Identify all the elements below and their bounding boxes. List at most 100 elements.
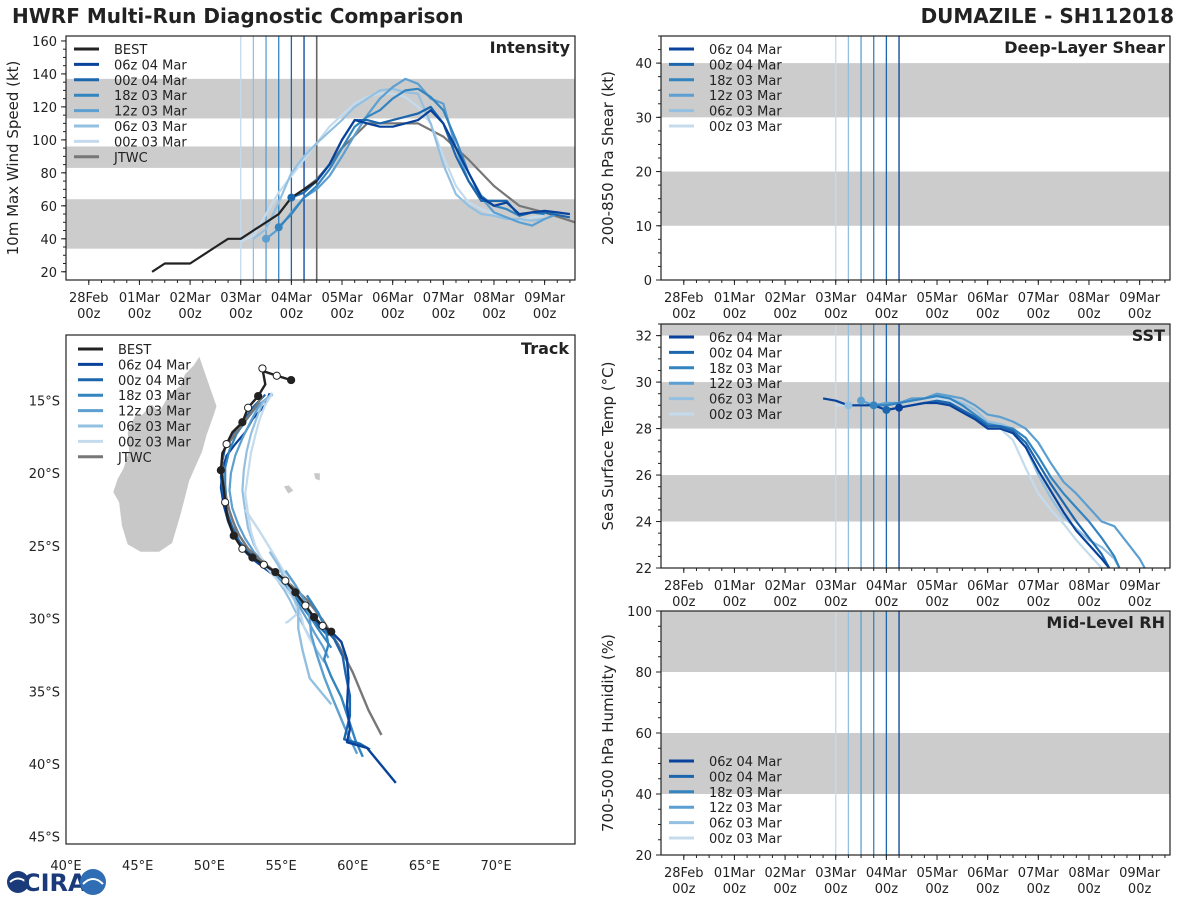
rh-legend-label: 06z 04 Mar [709,755,782,770]
storm-id-title: DUMAZILE - SH112018 [920,4,1174,28]
rh-xtick-label: 00z [1128,882,1152,897]
intensity-ytick-label: 160 [32,35,57,50]
sst-panel: 22242628303228Feb00z01Mar00z02Mar00z03Ma… [599,323,1171,610]
intensity-legend-label: 12z 03 Mar [114,105,187,120]
rh-xtick-label: 09Mar [1119,866,1161,881]
sst-xtick-label: 28Feb [664,579,704,594]
shear-title: Deep-Layer Shear [1004,38,1165,57]
intensity-legend-label: BEST [114,43,147,58]
track-best-point [291,588,300,597]
intensity-title: Intensity [490,38,571,57]
shear-xtick-label: 00z [925,307,949,322]
sst-legend-label: 18z 03 Mar [709,362,782,377]
track-ytick-label: 35°S [29,685,60,700]
sst-ytick-label: 22 [635,562,652,577]
sst-marker [895,403,904,412]
track-series-line [219,367,332,633]
sst-xtick-label: 03Mar [815,579,857,594]
logo-swoosh-icon [9,877,27,883]
shear-legend-label: 06z 03 Mar [709,105,782,120]
rh-ytick-label: 80 [635,666,652,681]
shear-xtick-label: 02Mar [765,291,807,306]
shear-plot-area [661,36,1170,280]
shear-xtick-label: 01Mar [714,291,756,306]
track-series-line [268,551,333,706]
intensity-frame [65,35,576,281]
shear-ytick-label: 20 [635,166,652,181]
sst-xtick-label: 02Mar [765,579,807,594]
shear-legend-label: 00z 03 Mar [709,120,782,135]
intensity-xtick-label: 09Mar [524,291,566,306]
rh-xtick-label: 00z [672,882,696,897]
intensity-xtick-label: 00z [229,307,253,322]
track-best-point [254,391,263,401]
track-xtick-label: 60°E [337,859,368,874]
intensity-ytick-label: 20 [40,266,57,281]
sst-legend-label: 00z 04 Mar [709,346,782,361]
shear-xtick-label: 06Mar [967,291,1009,306]
rh-band [661,611,1170,672]
track-legend-label: 18z 03 Mar [118,389,191,404]
rh-xtick-label: 00z [875,882,899,897]
shear-xtick-label: 00z [1077,307,1101,322]
intensity-panel: 2040608010012014016028Feb00z01Mar00z02Ma… [4,35,576,322]
track-legend-label: 12z 03 Mar [118,405,191,420]
logo-seal-icon [80,869,106,895]
track-ytick-label: 30°S [29,613,60,628]
sst-marker [869,401,878,410]
track-xtick-label: 70°E [481,859,512,874]
intensity-band [66,146,575,168]
rh-legend-label: 00z 04 Mar [709,770,782,785]
sst-xtick-label: 00z [1027,595,1051,610]
track-best-point [248,553,257,562]
intensity-xtick-label: 07Mar [423,291,465,306]
sst-xtick-label: 00z [773,595,797,610]
shear-xtick-label: 08Mar [1068,291,1110,306]
shear-xtick-label: 00z [1128,307,1152,322]
sst-xtick-label: 00z [925,595,949,610]
logo-globe-icon [7,871,29,893]
intensity-xtick-label: 04Mar [271,291,313,306]
sst-frame [660,323,1171,569]
track-best-point [258,364,267,373]
intensity-xtick-label: 28Feb [69,291,109,306]
sst-xtick-label: 00z [824,595,848,610]
track-best-point [259,560,268,569]
shear-ytick-label: 0 [644,274,652,289]
rh-ytick-label: 40 [635,788,652,803]
rh-legend-label: 12z 03 Mar [709,801,782,816]
track-best-point [229,531,238,540]
track-xtick-label: 45°E [122,859,153,874]
rh-xtick-label: 00z [1027,882,1051,897]
shear-ytick-label: 10 [635,220,652,235]
intensity-xtick-label: 05Mar [321,291,363,306]
logo-text: CIRA [23,869,87,897]
intensity-legend-label: 06z 03 Mar [114,120,187,135]
shear-xtick-label: 07Mar [1018,291,1060,306]
intensity-ylabel: 10m Max Wind Speed (kt) [4,61,22,256]
rh-xtick-label: 28Feb [664,866,704,881]
sst-legend-label: 12z 03 Mar [709,377,782,392]
rh-xtick-label: 01Mar [714,866,756,881]
shear-xtick-label: 05Mar [916,291,958,306]
track-series-line [284,569,359,755]
intensity-legend-label: 00z 03 Mar [114,135,187,150]
rh-xtick-label: 00z [773,882,797,897]
shear-ytick-label: 30 [635,111,652,126]
track-best-point [281,576,290,585]
track-xtick-label: 50°E [194,859,225,874]
intensity-xtick-label: 00z [482,307,506,322]
cira-logo: CIRA [5,866,107,898]
track-best-point [272,371,281,380]
sst-ylabel: Sea Surface Temp (°C) [599,361,617,530]
track-frame [65,334,576,845]
sst-xtick-label: 07Mar [1018,579,1060,594]
sst-marker [882,405,891,414]
track-xtick-label: 40°E [50,859,81,874]
track-ytick-label: 20°S [29,467,60,482]
track-legend-label: 00z 04 Mar [118,374,191,389]
rh-legend-label: 18z 03 Mar [709,786,782,801]
track-xtick-label: 65°E [409,859,440,874]
intensity-legend-label: 00z 04 Mar [114,74,187,89]
